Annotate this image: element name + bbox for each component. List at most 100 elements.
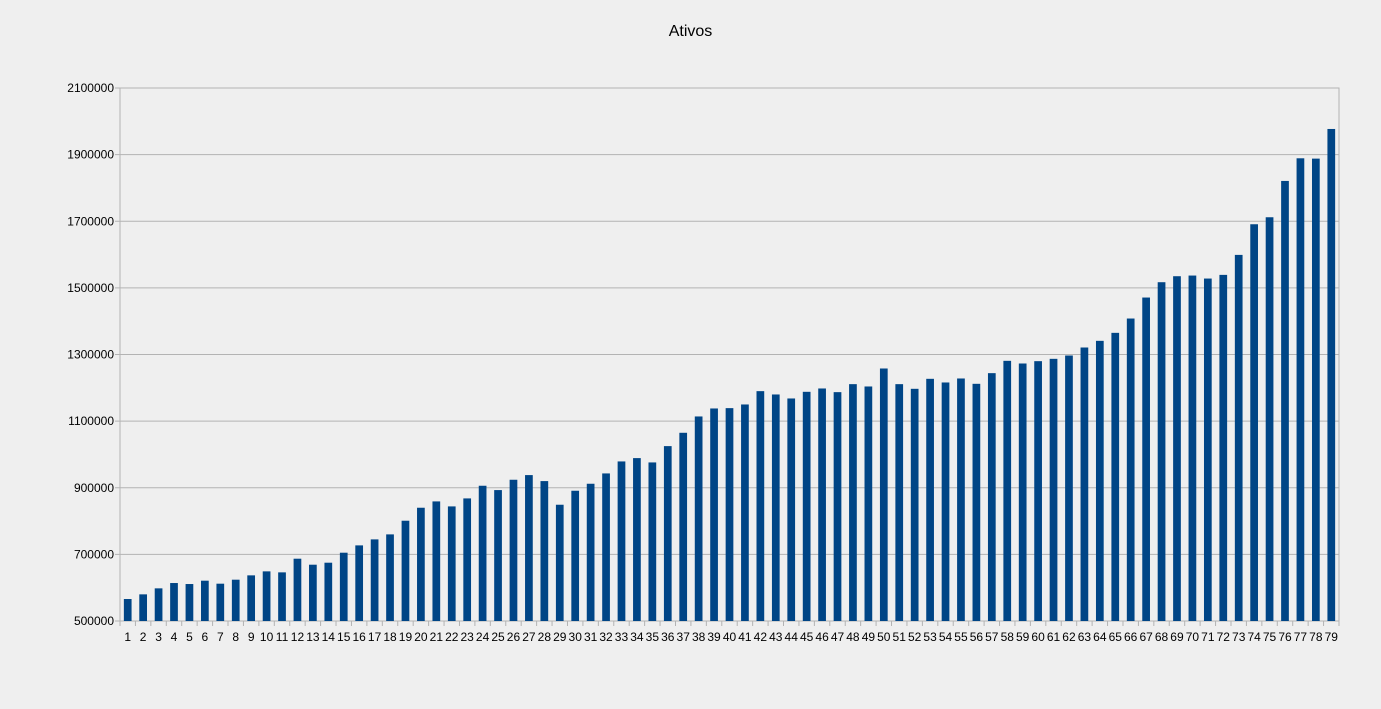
bar [293,558,302,621]
x-tick-label: 47 [831,630,845,644]
bar [339,552,348,621]
bar [247,575,256,621]
x-tick-label: 29 [553,630,567,644]
y-tick-label: 1100000 [68,414,114,428]
bar [278,572,286,621]
x-tick-label: 71 [1201,630,1215,644]
x-tick-label: 1 [124,630,131,644]
x-tick-label: 21 [430,630,444,644]
bar [417,507,425,621]
bar [1219,274,1228,621]
x-tick-label: 67 [1139,630,1153,644]
x-tick-label: 22 [445,630,459,644]
bar [586,483,595,621]
x-tick-label: 9 [248,630,255,644]
bar [540,481,549,621]
x-tick-label: 20 [414,630,428,644]
bar [1018,363,1027,621]
x-tick-label: 19 [399,630,413,644]
x-tick-label: 53 [923,630,937,644]
x-tick-label: 3 [155,630,162,644]
bar [154,588,163,621]
x-tick-label: 69 [1170,630,1184,644]
bar [802,391,811,621]
bar [957,378,965,621]
x-tick-label: 44 [785,630,799,644]
bar [756,391,765,621]
bar [1003,360,1012,621]
x-tick-label: 72 [1217,630,1231,644]
bar [370,539,379,621]
x-tick-label: 51 [893,630,907,644]
bar [741,404,749,621]
bar [1157,282,1166,621]
bar [1173,276,1181,621]
bar [849,384,857,621]
x-tick-label: 64 [1093,630,1107,644]
bar [1049,358,1058,621]
bar [386,534,394,621]
x-tick-label: 65 [1109,630,1123,644]
y-tick-label: 900000 [74,481,114,495]
x-tick-label: 45 [800,630,814,644]
x-tick-label: 43 [769,630,783,644]
x-tick-label: 6 [202,630,209,644]
x-tick-label: 14 [322,630,336,644]
x-tick-label: 28 [538,630,552,644]
x-tick-label: 50 [877,630,891,644]
bar [710,408,718,621]
x-tick-label: 34 [630,630,644,644]
bar [602,473,610,621]
x-tick-label: 76 [1278,630,1292,644]
bar [694,416,703,621]
x-tick-label: 74 [1247,630,1261,644]
bar [309,564,317,621]
x-tick-label: 62 [1062,630,1076,644]
x-tick-label: 11 [276,630,289,644]
bar [771,394,780,621]
bar [1327,128,1336,622]
x-tick-label: 33 [615,630,629,644]
x-tick-label: 55 [954,630,968,644]
x-tick-label: 42 [754,630,768,644]
y-tick-label: 1500000 [67,281,114,295]
x-tick-label: 52 [908,630,922,644]
bar [525,475,533,621]
bar [725,408,734,621]
x-tick-label: 79 [1325,630,1339,644]
bar [1126,318,1135,621]
x-tick-label: 25 [491,630,505,644]
x-tick-label: 17 [368,630,382,644]
bar [833,392,842,621]
x-tick-label: 40 [723,630,737,644]
y-tick-label: 500000 [74,614,114,628]
x-tick-label: 36 [661,630,675,644]
bar [478,485,487,621]
x-tick-label: 49 [862,630,876,644]
bar [123,599,132,621]
x-tick-label: 38 [692,630,706,644]
y-tick-label: 1900000 [67,148,114,162]
x-tick-label: 39 [707,630,721,644]
bar [895,384,904,621]
bar [926,378,934,621]
bar [216,583,225,621]
x-tick-label: 46 [815,630,829,644]
bar [1311,158,1320,621]
x-tick-label: 5 [186,630,193,644]
bar [1034,361,1042,621]
x-tick-label: 18 [383,630,397,644]
bar [818,388,826,621]
bar [355,545,364,621]
bar [633,458,641,621]
bar [648,462,657,621]
x-tick-label: 23 [461,630,475,644]
x-tick-label: 30 [569,630,583,644]
x-tick-label: 58 [1001,630,1015,644]
x-tick-label: 8 [232,630,239,644]
x-tick-label: 26 [507,630,521,644]
x-tick-label: 7 [217,630,224,644]
x-tick-label: 27 [522,630,536,644]
